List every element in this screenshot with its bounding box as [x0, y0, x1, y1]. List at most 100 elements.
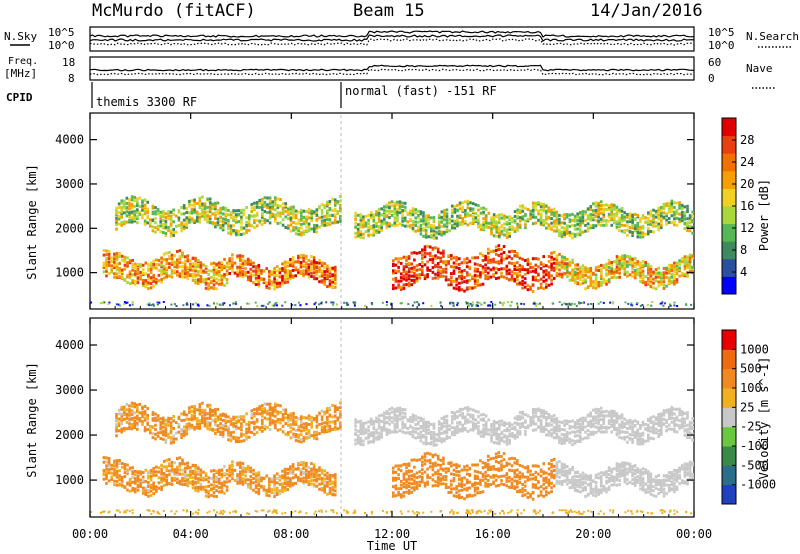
- power-cell: [188, 215, 191, 219]
- power-cell: [469, 201, 472, 205]
- power-cell: [136, 217, 139, 221]
- power-cell: [600, 263, 603, 267]
- velocity-cell: [154, 419, 157, 423]
- power-cell: [177, 224, 181, 227]
- velocity-cell: [281, 487, 284, 491]
- power-cell: [281, 274, 284, 278]
- power-cell: [547, 265, 551, 269]
- velocity-cell: [149, 478, 153, 482]
- power-cell: [473, 269, 477, 273]
- power-cell: [120, 270, 124, 274]
- power-cell: [278, 267, 282, 271]
- velocity-cell: [673, 474, 676, 478]
- power-cell: [505, 272, 509, 276]
- power-cell: [683, 227, 687, 231]
- power-cell: [302, 219, 306, 223]
- nsky-trace: [89, 30, 695, 38]
- power-cell: [592, 216, 595, 220]
- power-cell: [394, 269, 398, 273]
- power-cell: [388, 201, 391, 205]
- velocity-cell: [165, 473, 169, 477]
- velocity-cell: [186, 478, 190, 482]
- velocity-cell: [128, 466, 132, 470]
- power-cell: [613, 212, 616, 216]
- power-cell: [465, 261, 469, 265]
- power-cell: [130, 198, 134, 202]
- power-cell: [455, 283, 458, 287]
- power-cell: [126, 261, 129, 265]
- velocity-cell: [686, 467, 689, 470]
- power-cell: [224, 214, 228, 218]
- velocity-cell: [560, 470, 564, 473]
- velocity-cell: [484, 484, 487, 488]
- power-cell: [169, 234, 173, 238]
- power-cell: [691, 210, 694, 214]
- power-cell: [318, 225, 321, 229]
- power-cell: [399, 272, 403, 276]
- velocity-cell: [181, 479, 184, 483]
- power-cell: [683, 264, 687, 268]
- velocity-cell: [126, 463, 129, 467]
- velocity-cell: [225, 468, 229, 472]
- velocity-cell: [688, 463, 692, 467]
- velocity-cell: [613, 477, 616, 481]
- velocity-cell: [257, 482, 261, 486]
- power-cell: [220, 281, 224, 285]
- nave-label: Nave: [746, 62, 773, 75]
- power-cell: [458, 207, 462, 211]
- power-cell: [505, 230, 509, 234]
- power-cell: [193, 198, 196, 202]
- power-cell: [274, 213, 277, 217]
- power-cell: [286, 270, 290, 274]
- power-cell: [631, 220, 634, 224]
- power-cell: [487, 258, 490, 262]
- velocity-cell: [589, 487, 593, 491]
- velocity-cell: [265, 493, 268, 497]
- power-cell: [592, 211, 595, 215]
- power-cell: [414, 229, 417, 233]
- velocity-cell: [152, 466, 155, 470]
- velocity-cell: [444, 467, 448, 471]
- power-cell: [375, 210, 378, 214]
- power-cell: [535, 305, 537, 307]
- power-cell: [610, 211, 613, 215]
- power-cell: [405, 278, 408, 282]
- velocity-cell: [173, 470, 176, 474]
- power-cell: [407, 303, 410, 306]
- power-cell: [274, 216, 277, 220]
- power-cell: [381, 301, 384, 304]
- velocity-cell: [458, 493, 461, 497]
- power-cell: [236, 265, 239, 269]
- power-cell: [510, 257, 514, 261]
- power-cell: [550, 265, 553, 269]
- velocity-cell: [618, 475, 621, 479]
- velocity-cell: [123, 465, 127, 469]
- power-cell: [445, 221, 449, 225]
- power-cell: [328, 275, 332, 278]
- velocity-cell: [657, 488, 660, 492]
- velocity-cell: [436, 463, 440, 467]
- velocity-cell: [428, 458, 432, 462]
- power-cell: [141, 279, 145, 282]
- power-cell: [673, 304, 676, 307]
- power-cell: [271, 204, 274, 208]
- power-cell: [218, 303, 221, 306]
- power-cell: [620, 257, 624, 261]
- power-cell: [550, 268, 553, 272]
- power-cell: [234, 218, 238, 222]
- velocity-cell: [508, 457, 511, 461]
- power-cell: [600, 280, 603, 284]
- velocity-cell: [162, 421, 165, 425]
- power-cell: [407, 255, 411, 259]
- power-cell: [419, 229, 423, 233]
- power-cell: [284, 209, 287, 213]
- power-cell: [244, 267, 247, 271]
- power-cell: [167, 214, 170, 218]
- power-cell: [392, 283, 395, 287]
- velocity-cell: [120, 418, 123, 422]
- power-cell: [537, 286, 540, 290]
- power-cell: [609, 301, 612, 304]
- power-cell: [584, 270, 587, 274]
- power-cell: [426, 244, 429, 248]
- power-cell: [636, 302, 639, 304]
